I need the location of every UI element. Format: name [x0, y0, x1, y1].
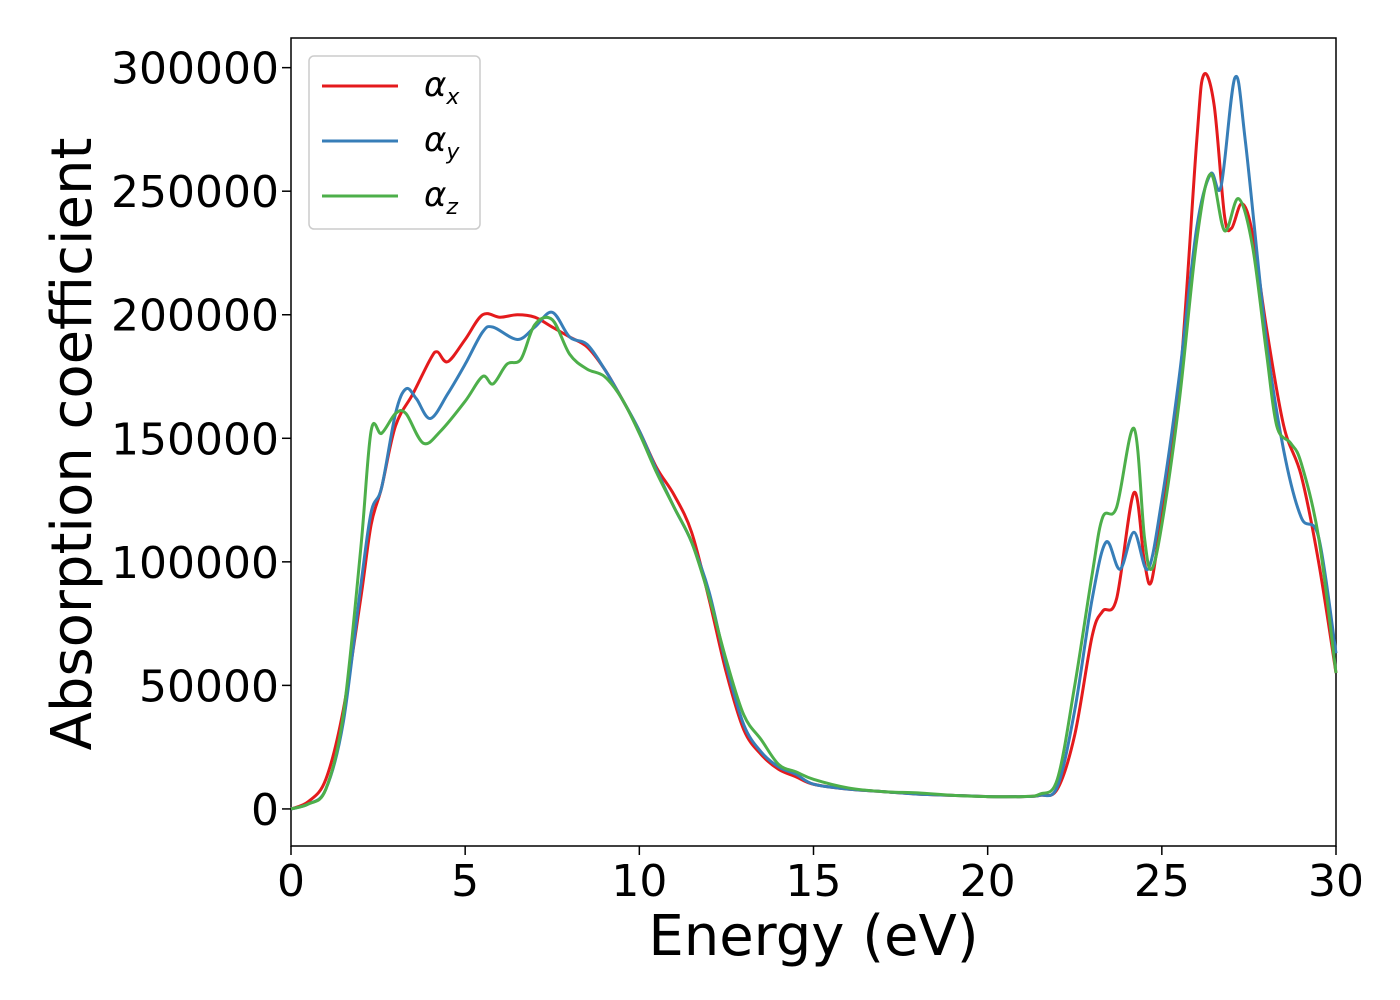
y-tick-label: 0: [251, 785, 279, 836]
x-tick-label: 0: [277, 856, 305, 907]
legend-label-alpha-z: αz: [424, 175, 458, 220]
x-tick-label: 10: [611, 856, 667, 907]
y-tick-label: 50000: [139, 661, 279, 712]
y-tick-label: 300000: [111, 44, 279, 95]
series-layer: [290, 72, 1338, 811]
series-line-alpha-z: [290, 172, 1338, 811]
y-tick-label: 200000: [111, 291, 279, 342]
y-axis: 0 50000 100000 150000 200000 250000 300000: [111, 44, 291, 836]
x-tick-label: 30: [1308, 856, 1364, 907]
x-tick-label: 15: [786, 856, 842, 907]
legend-label-alpha-y: αy: [424, 120, 460, 165]
x-tick-label: 20: [960, 856, 1016, 907]
y-tick-label: 100000: [111, 538, 279, 589]
x-axis-title: Energy (eV): [648, 904, 978, 969]
y-tick-label: 150000: [111, 414, 279, 465]
x-tick-label: 25: [1134, 856, 1190, 907]
x-tick-label: 5: [451, 856, 479, 907]
legend: αx αy αz: [308, 55, 481, 230]
y-tick-label: 250000: [111, 167, 279, 218]
legend-label-alpha-x: αx: [424, 65, 460, 110]
x-axis: 0 5 10 15 20 25 30: [277, 846, 1364, 907]
y-axis-title: Absorption coefficient: [40, 138, 105, 751]
